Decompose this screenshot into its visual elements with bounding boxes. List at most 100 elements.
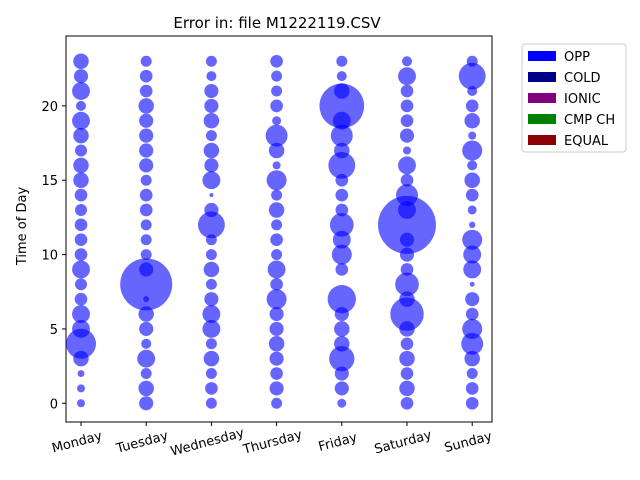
bubble [465,382,479,395]
bubble [74,218,88,232]
y-tick-label: 10 [41,249,58,264]
bubble [271,189,283,201]
bubble [265,124,288,147]
bubble [400,367,414,380]
bubble [203,113,220,129]
bubble [75,144,87,157]
bubble [467,160,478,171]
legend-swatch [528,51,556,61]
bubble [205,249,217,261]
bubble [72,111,90,130]
bubble [140,174,152,186]
bubble [141,338,152,349]
bubble [465,396,479,410]
bubble [269,321,284,336]
bubble [334,381,349,396]
y-tick-label: 0 [50,397,58,412]
bubble [463,245,482,264]
bubble [138,306,154,322]
bubble [467,205,477,215]
bubble [204,158,219,173]
legend-label: EQUAL [564,134,609,149]
bubble [138,98,154,114]
bubble [334,336,350,352]
bubble [139,128,154,143]
bubble [272,161,281,170]
x-tick-label: Friday [317,430,359,455]
bubble [139,158,154,173]
bubble [268,336,285,352]
bubble [197,211,225,239]
bubble [203,142,220,159]
bubble [77,370,85,377]
legend-label: OPP [564,50,590,65]
bubble [466,55,478,67]
bubble [400,396,414,410]
bubble [461,332,484,355]
bubble [140,368,152,380]
bubble [140,55,152,67]
bubble [205,368,217,380]
bubble [73,157,89,174]
bubble [140,249,152,261]
bubble [272,116,282,126]
bubble [74,233,88,247]
bubble [400,84,414,98]
bubble [205,278,217,290]
x-tick-label: Monday [50,429,104,457]
bubble [203,261,220,278]
bubble [76,100,86,111]
bubble [330,124,353,147]
bubble [337,398,347,408]
bubble [139,113,154,128]
x-tick-label: Thursday [241,427,305,457]
bubble [66,328,96,359]
bubble [334,83,350,99]
bubble [139,203,153,217]
bubble [270,54,283,68]
bubble [335,263,349,276]
bubble [204,202,219,218]
bubble [335,188,349,202]
bubble [269,381,284,396]
bubble [203,350,220,367]
bubble [139,262,154,277]
bubble [271,70,283,82]
bubble [139,321,154,336]
y-tick-label: 20 [41,100,58,115]
bubble [206,71,217,82]
bubble [209,193,214,198]
bubble [205,382,218,395]
legend-swatch [528,93,556,103]
legend-label: COLD [564,71,601,86]
bubble [72,319,90,338]
bubble [268,202,285,218]
legend-swatch [528,114,556,124]
bubble [72,305,90,323]
bubble [334,142,350,159]
bubble [378,195,436,254]
bubble [464,113,480,129]
bubble [331,244,352,265]
bubble [402,56,412,67]
bubble [398,67,416,86]
bubble [400,114,414,128]
bubble [398,156,416,175]
bubble [140,234,152,246]
bubble [73,172,89,188]
bubble [336,55,348,67]
legend-frame [521,43,627,153]
bubble [395,272,419,297]
bubble [400,99,414,113]
bubble [268,142,285,159]
bubble [399,380,415,397]
bubble [77,399,85,408]
bubble [269,351,284,366]
x-tick-label: Wednesday [169,426,246,460]
bubble [390,297,424,331]
bubble [464,172,480,188]
plot-frame [65,35,493,423]
bubble [396,184,418,207]
bubble [75,203,87,216]
